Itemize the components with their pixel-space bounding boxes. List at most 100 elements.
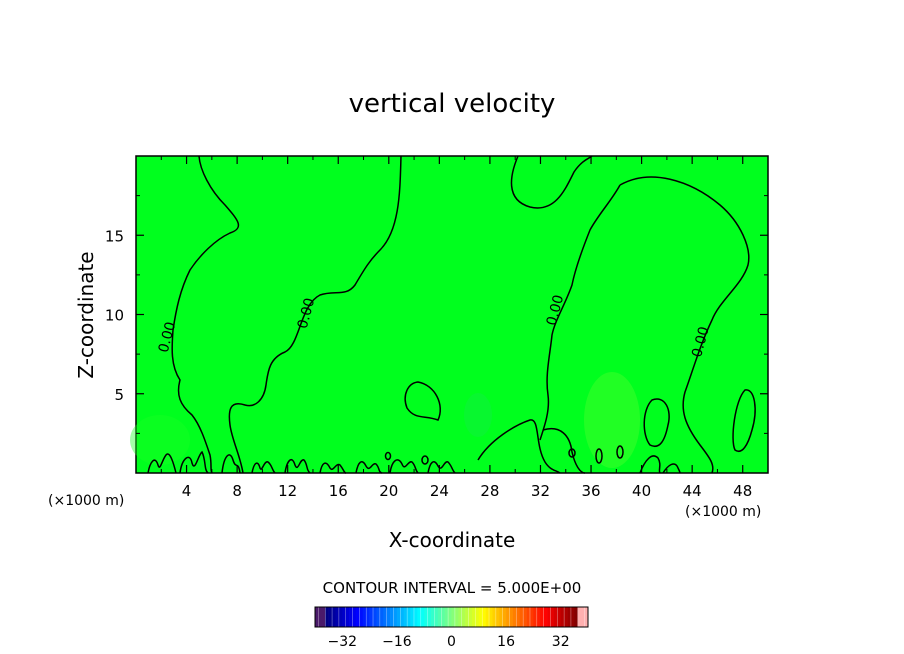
colorbar-swatch [400, 607, 405, 627]
contour-line [639, 455, 661, 474]
colorbar-swatch [540, 607, 544, 627]
contour-line [477, 419, 561, 474]
colorbar-swatch [533, 607, 538, 627]
colorbar-swatch [495, 607, 500, 627]
contour-line [147, 453, 177, 474]
y-tick-label: 10 [105, 307, 124, 325]
colorbar-swatch [318, 607, 323, 627]
colorbar-tick-label: −16 [382, 634, 412, 650]
colorbar [314, 606, 589, 628]
colorbar-swatch [560, 607, 565, 627]
colorbar-swatch [427, 607, 432, 627]
colorbar-swatch [448, 607, 452, 627]
x-axis-label: X-coordinate [389, 528, 516, 552]
colorbar-swatch [543, 607, 548, 627]
contour-value-label: 0.00 [689, 325, 713, 359]
y-tick-label: 5 [114, 386, 124, 404]
colorbar-swatch [502, 607, 507, 627]
contour-line [568, 448, 576, 458]
contour-line [427, 461, 456, 474]
colorbar-swatch [519, 607, 524, 627]
colorbar-swatch [468, 607, 473, 627]
colorbar-swatch [451, 607, 456, 627]
colorbar-swatch [349, 607, 353, 627]
colorbar-swatch [342, 607, 347, 627]
colorbar-swatch [461, 607, 466, 627]
colorbar-swatch [536, 607, 541, 627]
contour-line [616, 445, 624, 459]
colorbar-swatch [574, 607, 579, 627]
y-axis-ticks: 5 10 15 [105, 195, 768, 434]
colorbar-swatch [444, 607, 449, 627]
contour-line [319, 462, 347, 474]
colorbar-swatch [454, 607, 459, 627]
field-patch [584, 372, 640, 468]
colorbar-swatch [335, 607, 340, 627]
colorbar-swatch [332, 607, 336, 627]
colorbar-swatch [376, 607, 381, 627]
contour-line [421, 455, 429, 465]
x-tick-label: 40 [632, 482, 651, 500]
colorbar-swatch [570, 607, 575, 627]
colorbar-swatch [577, 607, 582, 627]
colorbar-swatch [581, 607, 585, 627]
x-tick-label: 44 [683, 482, 702, 500]
contour-line [595, 448, 603, 464]
colorbar-swatch [567, 607, 572, 627]
x-axis-ticks: 4 8 12 16 20 24 28 32 36 40 44 48 [160, 156, 752, 500]
chart-title: vertical velocity [349, 89, 556, 119]
colorbar-swatch [584, 607, 589, 627]
colorbar-swatch [407, 607, 411, 627]
contour-interval: CONTOUR INTERVAL = 5.000E+00 [323, 579, 582, 597]
colorbar-swatch [424, 607, 428, 627]
colorbar-swatch [482, 607, 486, 627]
colorbar-swatch [328, 607, 333, 627]
colorbar-swatch [315, 607, 319, 627]
colorbar-swatch [321, 607, 326, 627]
colorbar-swatch [471, 607, 476, 627]
contour-line [539, 184, 621, 441]
field-patch [130, 415, 190, 465]
colorbar-swatch [417, 607, 422, 627]
x-tick-label: 36 [581, 482, 600, 500]
x-tick-label: 28 [480, 482, 499, 500]
colorbar-tick-label: 16 [497, 634, 515, 650]
colorbar-swatch [458, 607, 463, 627]
colorbar-swatch [485, 607, 490, 627]
x-unit-left: (×1000 m) [48, 493, 124, 509]
contour-line [732, 389, 756, 452]
colorbar-swatch [338, 607, 343, 627]
colorbar-swatch [564, 607, 568, 627]
x-unit-right: (×1000 m) [685, 504, 761, 520]
colorbar-swatch [509, 607, 514, 627]
x-tick-label: 24 [430, 482, 449, 500]
colorbar-swatch [434, 607, 439, 627]
contour-line [542, 428, 586, 474]
x-tick-label: 16 [329, 482, 348, 500]
y-axis-label: Z-coordinate [74, 251, 98, 378]
colorbar-swatch [523, 607, 527, 627]
colorbar-swatch [352, 607, 357, 627]
contour-line [179, 450, 209, 474]
colorbar-swatch [557, 607, 561, 627]
colorbar-swatch [390, 607, 394, 627]
contour-line [251, 461, 276, 474]
colorbar-swatch [403, 607, 408, 627]
colorbar-swatch [355, 607, 360, 627]
colorbar-swatch [465, 607, 469, 627]
contour-line [384, 451, 392, 461]
contour-line [228, 155, 402, 474]
colorbar-swatch [529, 607, 534, 627]
contour-line [662, 463, 681, 474]
colorbar-swatch [366, 607, 370, 627]
colorbar-swatch [437, 607, 442, 627]
contour-value-label: 0.00 [295, 296, 319, 330]
colorbar-swatch [475, 607, 480, 627]
colorbar-swatch [345, 607, 350, 627]
colorbar-swatch [526, 607, 531, 627]
colorbar-swatch [383, 607, 387, 627]
colorbar-swatch [393, 607, 398, 627]
contour-labels: 0.00 0.00 0.00 0.00 [156, 293, 713, 359]
y-tick-label: 15 [105, 227, 124, 245]
